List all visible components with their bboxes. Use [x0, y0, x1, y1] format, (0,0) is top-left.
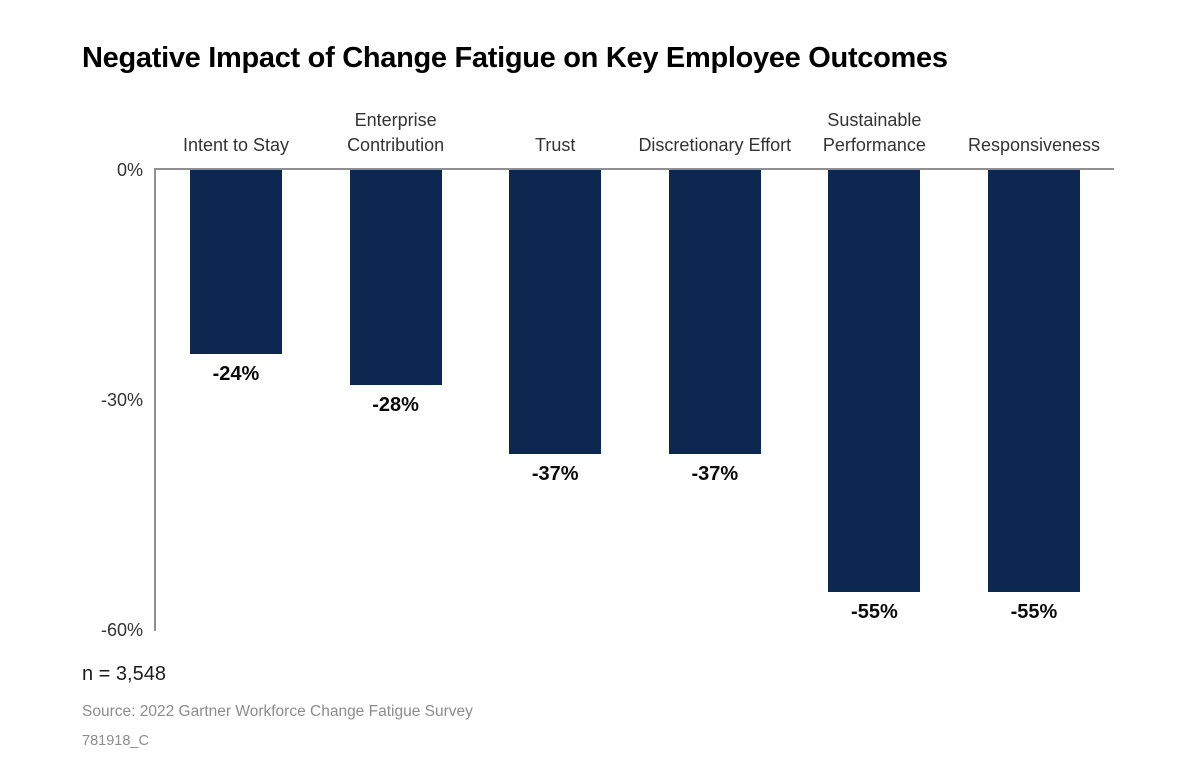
- category-label-sustainable-performance: Sustainable Performance: [822, 110, 926, 155]
- value-label-sustainable-performance: -55%: [851, 601, 898, 623]
- bar-sustainable-performance: [828, 170, 920, 592]
- category-label-trust: Trust: [535, 134, 576, 155]
- bar-intent-to-stay: [190, 170, 282, 354]
- y-axis-tick-label-30: -30%: [100, 390, 143, 410]
- value-label-enterprise-contribution: -28%: [372, 394, 419, 416]
- bar-responsiveness: [988, 170, 1080, 592]
- y-axis-line: [154, 170, 156, 631]
- category-label-discretionary-effort: Discretionary Effort: [638, 134, 792, 155]
- bar-discretionary-effort: [669, 170, 761, 454]
- chart-title: Negative Impact of Change Fatigue on Key…: [82, 42, 948, 74]
- category-label-enterprise-contribution: Enterprise Contribution: [347, 110, 445, 155]
- value-label-responsiveness: -55%: [1010, 601, 1058, 623]
- sample-size-note: n = 3,548: [82, 663, 166, 685]
- value-label-discretionary-effort: -37%: [691, 463, 739, 485]
- category-label-responsiveness: Responsiveness: [967, 134, 1101, 155]
- value-label-trust: -37%: [531, 463, 579, 485]
- bar-trust: [509, 170, 601, 454]
- y-axis-tick-label-60: -60%: [100, 620, 143, 640]
- document-code: 781918_C: [82, 733, 149, 749]
- source-note: Source: 2022 Gartner Workforce Change Fa…: [82, 703, 473, 720]
- value-label-intent-to-stay: -24%: [212, 363, 260, 385]
- y-axis-tick-label-0: 0%: [116, 160, 143, 180]
- bar-enterprise-contribution: [350, 170, 442, 385]
- category-label-intent-to-stay: Intent to Stay: [182, 134, 290, 155]
- zero-baseline-axis-line: [154, 168, 1114, 170]
